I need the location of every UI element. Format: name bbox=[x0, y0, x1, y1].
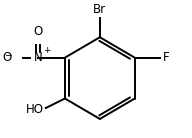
Text: O: O bbox=[3, 51, 12, 64]
Text: −: − bbox=[4, 51, 12, 59]
Text: F: F bbox=[163, 51, 169, 64]
Text: Br: Br bbox=[93, 3, 106, 16]
Text: +: + bbox=[43, 46, 50, 55]
Text: HO: HO bbox=[26, 103, 44, 116]
Text: O: O bbox=[33, 25, 43, 38]
Text: N: N bbox=[34, 51, 42, 64]
